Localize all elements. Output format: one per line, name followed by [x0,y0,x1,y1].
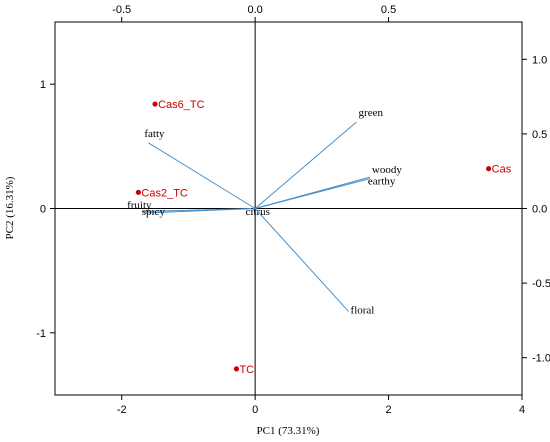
y-tick-label: 1 [40,79,46,91]
loading-vector-spicy [145,208,256,214]
y-axis-title: PC2 (16.31%) [4,176,16,239]
loading-vector-fatty [148,142,256,209]
loading-vector-floral [254,208,349,312]
score-point-TC [233,366,240,372]
x-tick-label: 4 [519,404,525,416]
score-label-TC: TC [239,364,254,376]
loading-label-green: green [359,107,384,119]
loading-label-fatty: fatty [144,128,165,140]
score-point-Cas [486,166,492,172]
loading-vector-earthy [255,178,371,209]
zero-lines [55,22,522,395]
loading-label-floral: floral [351,304,375,316]
loading-vector-green [254,121,357,209]
score-label-Cas2_TC: Cas2_TC [141,187,188,199]
right-y-tick-label: 0.5 [532,129,547,141]
loading-label-spicy: spicy [142,206,166,218]
loading-label-fruity: fruity [127,199,152,211]
x-axis-title: PC1 (73.31%) [257,425,320,437]
x-tick-label: -2 [117,404,127,416]
x-tick-label: 0 [252,404,258,416]
top-x-tick-label: 0.5 [381,4,396,16]
top-x-tick-label: -0.5 [112,4,131,16]
score-label-Cas6_TC: Cas6_TC [158,99,205,111]
right-y-tick-label: -1.0 [532,353,550,365]
right-y-tick-label: -0.5 [532,278,550,290]
x-tick-label: 2 [386,404,392,416]
y-tick-label: -1 [36,328,46,340]
y-tick-label: 0 [40,204,46,216]
score-point-Cas6_TC [152,101,158,107]
score-points: Cas6_TC Cas2_TC Cas TC [135,99,512,376]
loading-label-earthy: earthy [368,176,396,188]
score-point-Cas2_TC [135,189,141,195]
loading-vector-citrus [252,208,256,211]
score-label-Cas: Cas [492,164,512,176]
axis-ticks: -2 0 2 4 -1 0 1 -0.5 0.0 0.5 1.0 0.5 0.0 -0.5 -1.0 [36,4,550,416]
loading-label-woody: woody [372,164,402,176]
top-x-tick-label: 0.0 [247,4,262,16]
right-y-tick-label: 1.0 [532,54,547,66]
loading-vectors: greenwoodyearthyfattyfruityspicycitrusfl… [127,107,402,316]
right-y-tick-label: 0.0 [532,204,547,216]
